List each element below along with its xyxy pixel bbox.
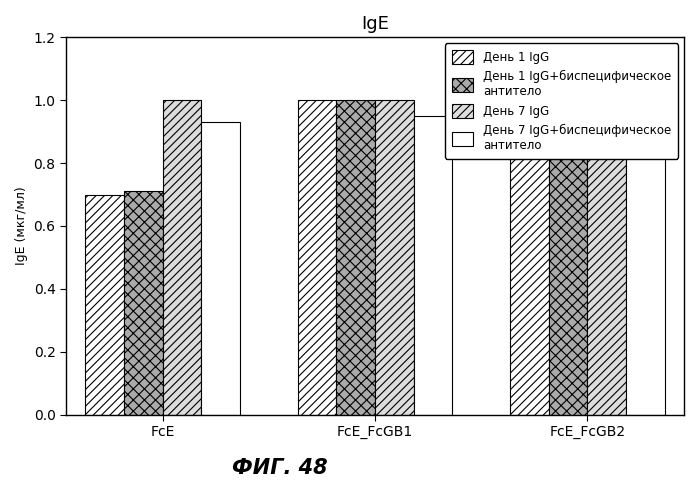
Bar — [414, 116, 452, 414]
Bar — [298, 100, 336, 414]
Bar — [85, 195, 124, 414]
Legend: День 1 IgG, День 1 IgG+биспецифическое
антитело, День 7 IgG, День 7 IgG+биспециф: День 1 IgG, День 1 IgG+биспецифическое а… — [445, 43, 678, 159]
Bar — [587, 135, 626, 414]
Title: IgE: IgE — [361, 15, 389, 33]
Text: ФИГ. 48: ФИГ. 48 — [232, 458, 327, 478]
Bar — [336, 100, 375, 414]
Bar — [510, 135, 549, 414]
Bar — [163, 100, 201, 414]
Bar — [375, 100, 414, 414]
Bar — [201, 122, 240, 414]
Bar — [124, 191, 163, 414]
Y-axis label: IgE (мкг/мл): IgE (мкг/мл) — [15, 186, 28, 265]
Bar — [626, 135, 665, 414]
Bar — [549, 122, 587, 414]
